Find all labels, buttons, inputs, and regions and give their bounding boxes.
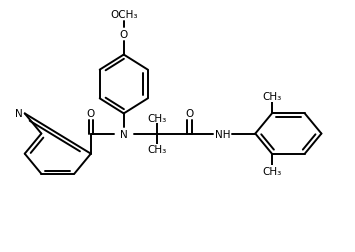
Text: CH₃: CH₃ (147, 113, 166, 123)
Text: CH₃: CH₃ (262, 92, 282, 102)
Text: OCH₃: OCH₃ (110, 10, 137, 20)
Text: NH: NH (215, 129, 230, 139)
Text: O: O (120, 30, 128, 40)
Text: O: O (87, 109, 95, 119)
Text: CH₃: CH₃ (147, 145, 166, 154)
Text: N: N (120, 129, 128, 139)
Text: N: N (15, 109, 23, 119)
Text: O: O (185, 109, 193, 119)
Text: CH₃: CH₃ (262, 166, 282, 176)
